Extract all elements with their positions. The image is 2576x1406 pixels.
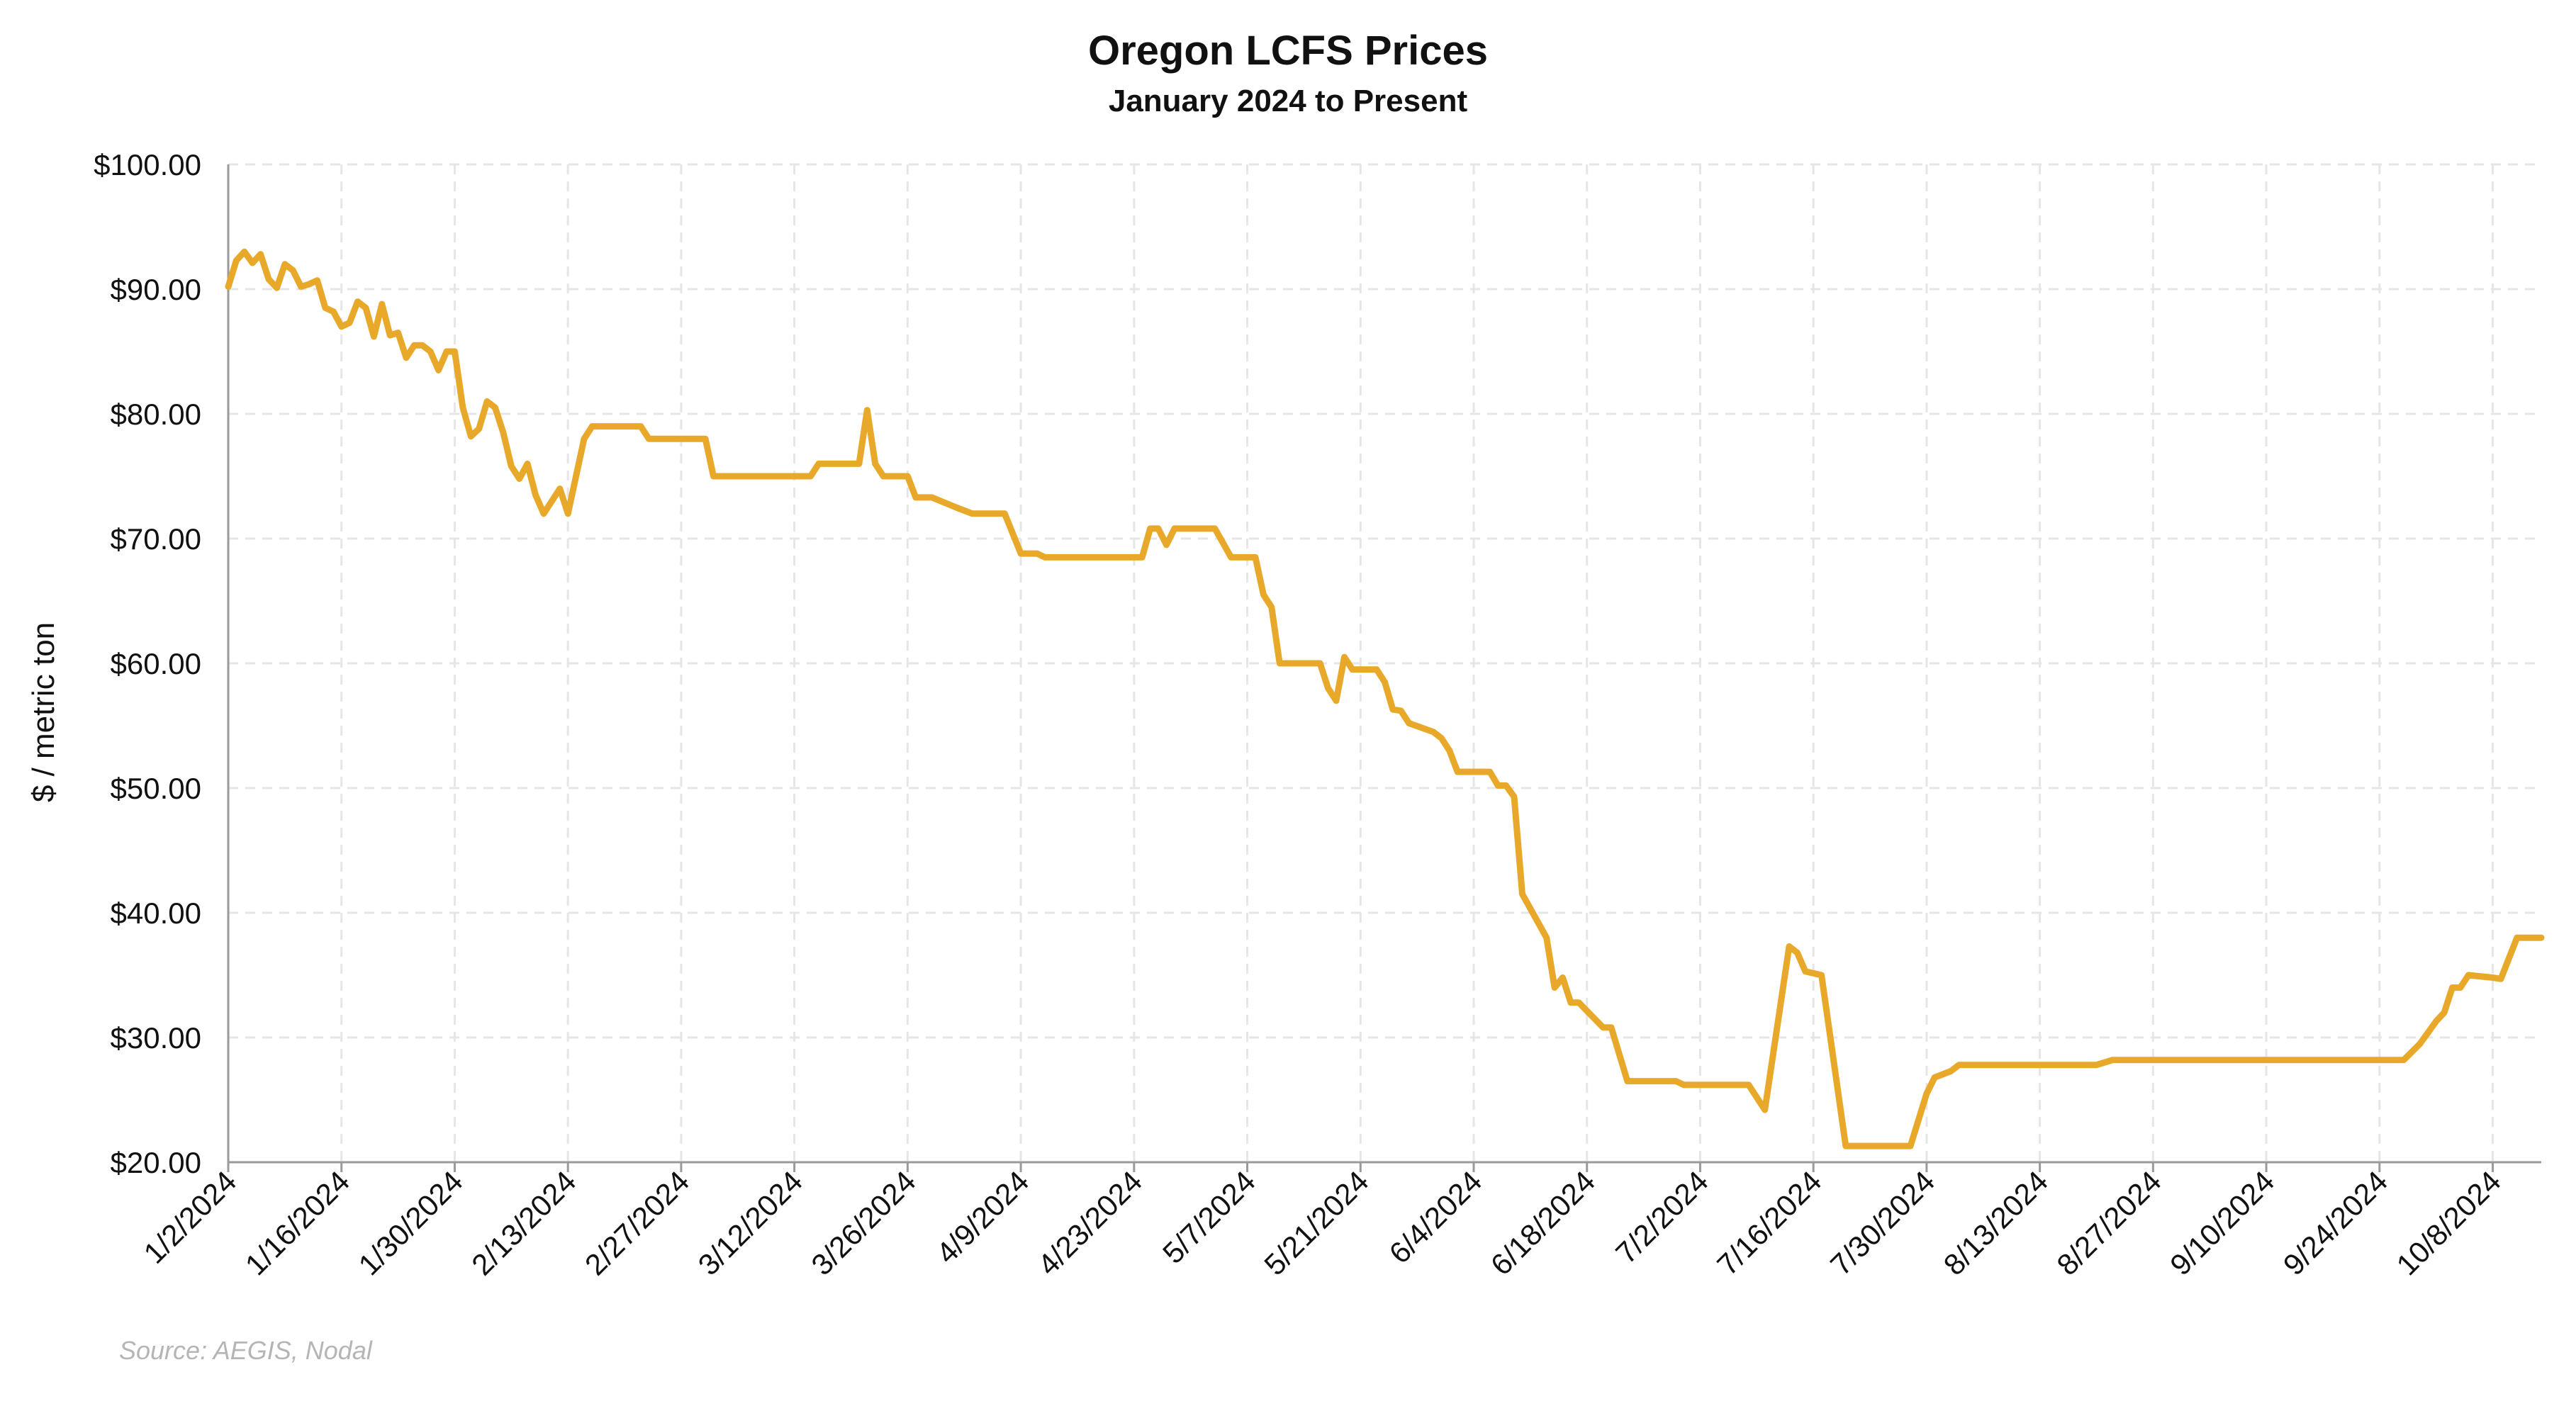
y-tick-label: $40.00 [111,896,201,930]
x-tick-label: 9/24/2024 [2277,1164,2394,1281]
x-tick-label: 5/21/2024 [1258,1164,1374,1281]
x-tick-label: 7/2/2024 [1609,1164,1715,1270]
y-tick-labels: $20.00 $30.00 $40.00 $50.00 $60.00 $70.00 $80.… [94,148,201,1179]
chart-subtitle: January 2024 to Present [1108,84,1468,118]
x-tick-label: 8/27/2024 [2050,1164,2167,1281]
y-tick-label: $60.00 [111,647,201,680]
y-tick-label: $80.00 [111,398,201,431]
x-tick-label: 5/7/2024 [1156,1164,1262,1270]
y-tick-label: $20.00 [111,1146,201,1179]
y-tick-label: $90.00 [111,273,201,306]
x-tick-label: 1/30/2024 [352,1164,469,1281]
x-tick-label: 10/8/2024 [2390,1164,2507,1281]
x-tick-label: 6/18/2024 [1484,1164,1601,1281]
x-tick-label: 2/27/2024 [578,1164,695,1281]
chart-title: Oregon LCFS Prices [1087,28,1489,74]
x-tick-label: 2/13/2024 [465,1164,582,1281]
x-tick-label: 1/16/2024 [239,1164,356,1281]
x-tick-label: 7/30/2024 [1824,1164,1941,1281]
x-tick-label: 4/9/2024 [930,1164,1036,1270]
x-tick-label: 1/2/2024 [138,1164,243,1270]
x-tick-label: 4/23/2024 [1031,1164,1148,1281]
x-tick-label: 7/16/2024 [1710,1164,1827,1281]
series-layer [225,248,2545,1149]
price-series-line [225,248,2545,1149]
grid-layer [228,163,2541,1162]
x-tick-label: 3/12/2024 [692,1164,809,1281]
x-tick-label: 3/26/2024 [805,1164,922,1281]
y-tick-label: $30.00 [111,1021,201,1054]
x-tick-label: 9/10/2024 [2163,1164,2280,1281]
x-tick-label: 8/13/2024 [1937,1164,2054,1281]
y-tick-label: $100.00 [94,148,201,181]
source-note: Source: AEGIS, Nodal [119,1336,372,1365]
x-tick-labels: 1/2/20241/16/20241/30/20242/13/20242/27/… [138,1164,2507,1281]
y-tick-label: $70.00 [111,522,201,556]
axis-layer [227,164,2541,1172]
y-tick-label: $50.00 [111,772,201,805]
x-tick-label: 6/4/2024 [1383,1164,1489,1270]
